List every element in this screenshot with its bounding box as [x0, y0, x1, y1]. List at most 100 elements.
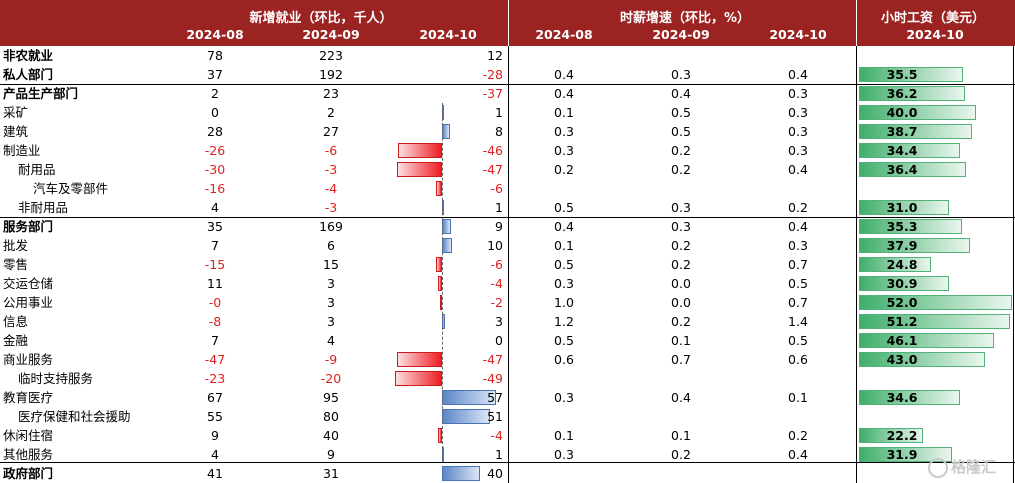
- hourly-wage-bar: [859, 200, 950, 215]
- employment-value-oct: 1: [495, 447, 503, 462]
- employment-value: 27: [323, 124, 339, 139]
- employment-value-oct: -46: [482, 143, 503, 158]
- wage-growth-value: 0.2: [788, 428, 808, 443]
- row-label: 公用事业: [3, 295, 54, 310]
- employment-value: 31: [323, 466, 339, 481]
- table-row: 教育医疗 67 95 57 0.3 0.4 0.1 34.6: [0, 388, 1015, 407]
- employment-value: 11: [207, 276, 223, 291]
- hourly-wage-value: 24.8: [886, 257, 918, 272]
- wage-growth-value: 1.4: [788, 314, 808, 329]
- row-divider: [856, 84, 1015, 85]
- wage-growth-value: 0.4: [554, 86, 574, 101]
- wage-growth-value: 0.3: [671, 219, 691, 234]
- wage-growth-value: 0.4: [788, 67, 808, 82]
- wage-growth-value: [524, 464, 604, 483]
- employment-value: 3: [327, 295, 335, 310]
- employment-value: 95: [323, 390, 339, 405]
- employment-value-oct: 1: [495, 105, 503, 120]
- wage-growth-value: 0.5: [788, 276, 808, 291]
- wage-growth-value: [758, 369, 838, 388]
- wage-growth-value: 0.7: [788, 257, 808, 272]
- wage-growth-value: 0.3: [788, 124, 808, 139]
- wage-growth-value: 0.2: [671, 257, 691, 272]
- wage-growth-value: 0.3: [788, 238, 808, 253]
- wage-growth-value: 0.4: [554, 67, 574, 82]
- hourly-wage-bar: [859, 86, 965, 101]
- employment-value: 4: [211, 200, 219, 215]
- wage-growth-value: 0.2: [788, 200, 808, 215]
- employment-value: -0: [208, 295, 222, 310]
- wage-growth-value: [524, 46, 604, 65]
- header-emp-month-3: 2024-10: [419, 27, 477, 42]
- wage-growth-value: 0.5: [671, 124, 691, 139]
- hourly-wage-bar: [859, 124, 973, 139]
- hourly-wage-value: 35.5: [886, 67, 918, 82]
- wage-growth-value: 0.3: [554, 124, 574, 139]
- hourly-wage-bar: [859, 67, 963, 82]
- row-label: 建筑: [3, 124, 29, 139]
- hourly-wage-value: 36.2: [886, 86, 918, 101]
- wage-growth-value: 0.0: [671, 295, 691, 310]
- table-row: 产品生产部门 2 23 -37 0.4 0.4 0.3 36.2: [0, 84, 1015, 103]
- table-row: 交运仓储 11 3 -4 0.3 0.0 0.5 30.9: [0, 274, 1015, 293]
- row-label: 政府部门: [3, 466, 54, 481]
- employment-value: 4: [327, 333, 335, 348]
- table-row: 信息 -8 3 3 1.2 0.2 1.4 51.2: [0, 312, 1015, 331]
- wage-growth-value: [524, 407, 604, 426]
- row-label: 教育医疗: [3, 390, 54, 405]
- hourly-wage-value: 38.7: [886, 124, 918, 139]
- hourly-wage-bar: [859, 295, 1012, 310]
- row-label: 耐用品: [18, 162, 56, 177]
- table-row: 采矿 0 2 1 0.1 0.5 0.3 40.0: [0, 103, 1015, 122]
- column-divider: [1013, 46, 1014, 483]
- employment-value: 2: [327, 105, 335, 120]
- row-label: 批发: [3, 238, 29, 253]
- hourly-wage-value: 30.9: [886, 276, 918, 291]
- employment-value-oct: 57: [487, 390, 503, 405]
- wage-growth-value: 0.0: [671, 276, 691, 291]
- row-divider: [0, 84, 508, 85]
- hourly-wage-value: 36.4: [886, 162, 918, 177]
- employment-value-oct: 8: [495, 124, 503, 139]
- hourly-wage-bar: [859, 333, 995, 348]
- header-hourly-wage: 小时工资（美元）: [880, 11, 985, 26]
- hourly-wage-value: 22.2: [886, 428, 918, 443]
- employment-bar: [395, 371, 442, 386]
- wage-growth-value: [758, 464, 838, 483]
- column-divider: [856, 46, 857, 483]
- table-row: 非农就业 78 223 12: [0, 46, 1015, 65]
- wage-growth-value: 0.4: [671, 86, 691, 101]
- table-row: 零售 -15 15 -6 0.5 0.2 0.7 24.8: [0, 255, 1015, 274]
- employment-value: 67: [207, 390, 223, 405]
- employment-value-oct: -49: [482, 371, 503, 386]
- employment-value: 3: [327, 276, 335, 291]
- hourly-wage-bar: [859, 219, 963, 234]
- table-row: 私人部门 37 192 -28 0.4 0.3 0.4 35.5: [0, 65, 1015, 84]
- employment-value: 78: [207, 48, 223, 63]
- employment-value: 80: [323, 409, 339, 424]
- table-header: 新增就业（环比，千人） 时薪增速（环比，%） 小时工资（美元） 2024-08 …: [0, 0, 1015, 46]
- employment-value: 28: [207, 124, 223, 139]
- wage-growth-value: 0.3: [554, 276, 574, 291]
- employment-value-oct: 0: [495, 333, 503, 348]
- employment-value-oct: -6: [490, 257, 503, 272]
- employment-value-oct: 3: [495, 314, 503, 329]
- hourly-wage-value: 43.0: [886, 352, 918, 367]
- wage-growth-value: 0.3: [671, 67, 691, 82]
- employment-value: -9: [324, 352, 338, 367]
- employment-value: 9: [211, 428, 219, 443]
- table-row: 制造业 -26 -6 -46 0.3 0.2 0.3 34.4: [0, 141, 1015, 160]
- row-label: 汽车及零部件: [33, 181, 109, 196]
- wage-growth-value: 0.5: [788, 333, 808, 348]
- employment-value: -3: [324, 200, 338, 215]
- employment-value: -47: [204, 352, 226, 367]
- row-label: 信息: [3, 314, 29, 329]
- hourly-wage-bar: [859, 257, 931, 272]
- hourly-wage-bar: [859, 162, 966, 177]
- employment-value: 4: [211, 447, 219, 462]
- hourly-wage-bar: [859, 314, 1010, 329]
- employment-bar: [442, 466, 480, 481]
- employment-value-oct: 1: [495, 200, 503, 215]
- hourly-wage-bar: [859, 105, 977, 120]
- wage-growth-value: 0.1: [554, 428, 574, 443]
